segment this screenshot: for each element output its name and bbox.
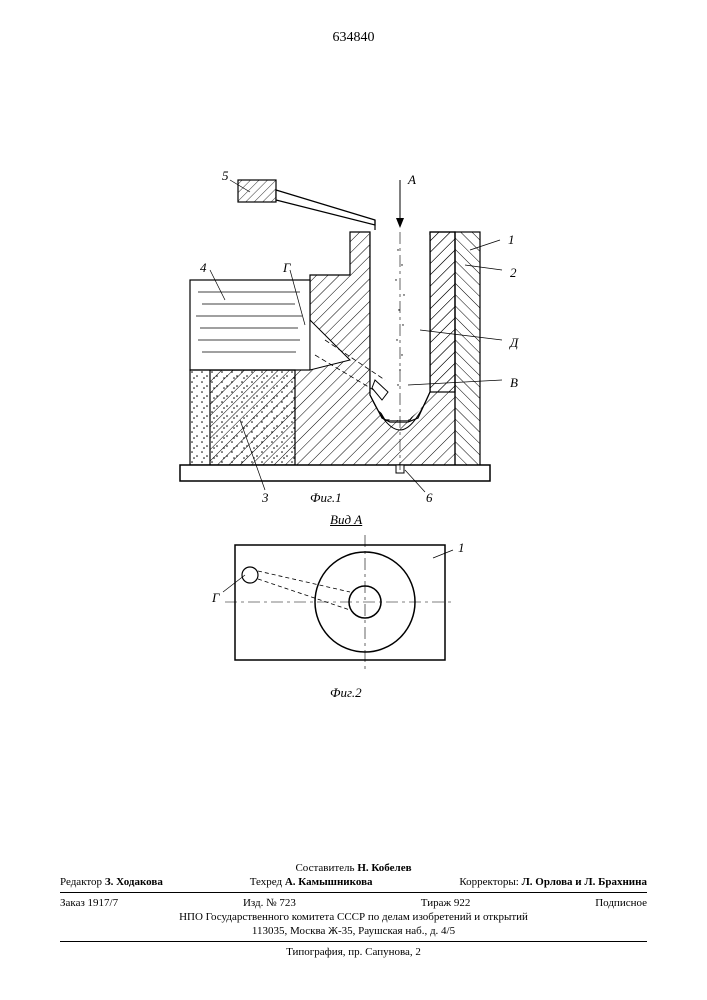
corr-name: Л. Орлова и Л. Брахнина: [522, 876, 647, 888]
tech-label: Техред: [250, 876, 282, 888]
order: Заказ 1917/7: [60, 897, 118, 909]
izd: Изд. № 723: [243, 897, 296, 909]
figure-2: [215, 530, 465, 680]
label-1: 1: [508, 232, 515, 248]
label-A: А: [408, 172, 416, 188]
editor-label: Редактор: [60, 876, 102, 888]
view-A-label: Вид А: [330, 512, 362, 528]
org: НПО Государственного комитета СССР по де…: [60, 911, 647, 923]
address: 113035, Москва Ж-35, Раушская наб., д. 4…: [60, 925, 647, 937]
compiler-name: Н. Кобелев: [357, 862, 411, 874]
fig2-label-1: 1: [458, 540, 465, 556]
fig2-caption: Фиг.2: [330, 685, 362, 701]
figure-1: [150, 170, 550, 510]
tirazh: Тираж 922: [421, 897, 471, 909]
fig1-caption: Фиг.1: [310, 490, 342, 506]
label-D: Д: [510, 335, 518, 351]
label-4: 4: [200, 260, 207, 276]
fig2-label-G: Г: [212, 590, 219, 606]
label-B: В: [510, 375, 518, 391]
label-6: 6: [426, 490, 433, 506]
typography: Типография, пр. Сапунова, 2: [60, 946, 647, 958]
label-2: 2: [510, 265, 517, 281]
label-G: Г: [283, 260, 290, 276]
label-3: 3: [262, 490, 269, 506]
compiler-label: Составитель: [295, 862, 354, 874]
tech-name: А. Камышникова: [285, 876, 373, 888]
corr-label: Корректоры:: [459, 876, 518, 888]
footer-block: Составитель Н. Кобелев Редактор З. Ходак…: [60, 860, 647, 960]
label-5: 5: [222, 168, 229, 184]
page-number: 634840: [0, 30, 707, 46]
subscr: Подписное: [595, 897, 647, 909]
editor-name: З. Ходакова: [105, 876, 163, 888]
